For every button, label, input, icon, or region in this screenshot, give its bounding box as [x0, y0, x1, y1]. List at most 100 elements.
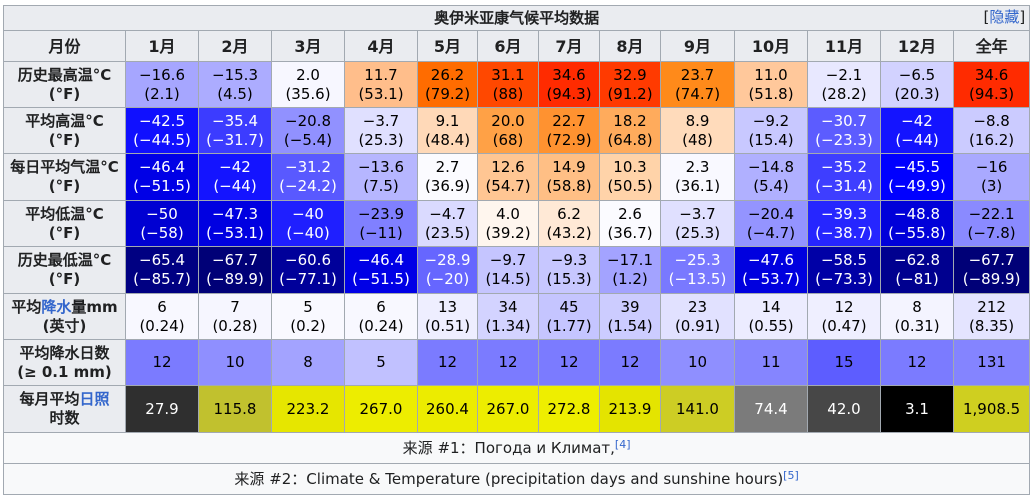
- cell-value-imperial: (0.47): [821, 316, 867, 335]
- cell-value: −16.6: [139, 65, 185, 84]
- data-cell: −9.3 (15.3): [538, 246, 600, 294]
- cell-value: 20.0: [491, 111, 525, 130]
- row-label-link[interactable]: 日照: [79, 390, 110, 408]
- data-cell: −22.1 (−7.8): [952, 200, 1031, 247]
- data-cell: −45.5 (−49.9): [880, 153, 954, 201]
- cell-value: −50: [146, 204, 178, 223]
- cell-value-imperial: (−58): [140, 223, 184, 242]
- cell-value: 8.9: [685, 111, 710, 130]
- cell-value-imperial: (1.34): [485, 316, 531, 335]
- cell-value-imperial: (64.8): [607, 130, 653, 149]
- source-row: 来源 #2：Climate & Temperature (precipitati…: [2, 463, 1031, 495]
- cell-value: −3.7: [679, 204, 716, 223]
- header-month: 4月: [344, 30, 418, 62]
- cell-value: −42: [219, 158, 251, 176]
- data-cell: −67.7 (−89.9): [952, 246, 1031, 294]
- cell-value: 26.2: [430, 65, 465, 84]
- data-cell: 12: [599, 339, 661, 386]
- row-label-unit: (°F): [48, 130, 81, 149]
- data-cell: −47.6 (−53.7): [734, 246, 808, 294]
- cell-value: 11.0: [754, 65, 788, 84]
- row-record-high: 历史最高温°C (°F) −16.6 (2.1) −15.3 (4.5) 2.0 (35.6)…: [3, 61, 1031, 108]
- data-cell: 12: [538, 339, 600, 386]
- cell-value: 267.0: [359, 399, 403, 418]
- data-cell: 8 (0.31): [880, 293, 954, 340]
- cell-value: 74.4: [754, 399, 788, 418]
- cell-value: 45: [559, 297, 579, 316]
- cell-value: −45.5: [894, 158, 940, 176]
- row-label-main: 平均降水日数: [5, 343, 125, 363]
- cell-value: 31.1: [491, 65, 525, 84]
- cell-value: 2.0: [296, 65, 320, 84]
- cell-value-imperial: (−73.3): [815, 270, 873, 288]
- data-cell: −16.6 (2.1): [125, 61, 199, 108]
- row-label-main: 平均低温°C: [25, 204, 104, 223]
- cell-value: 14.9: [552, 158, 586, 176]
- cell-value-imperial: (−51.5): [133, 177, 191, 195]
- data-cell: 213.9: [599, 385, 661, 433]
- cell-value: −23.9: [358, 204, 404, 223]
- data-cell: 45 (1.77): [538, 293, 600, 340]
- cell-value: −17.1: [607, 251, 653, 269]
- data-cell: 15: [807, 339, 881, 386]
- cell-value: 11.7: [364, 65, 398, 84]
- cell-value-imperial: (−38.7): [815, 223, 873, 242]
- cell-value-imperial: (−44): [895, 130, 939, 149]
- row-daily-mean: 每日平均气温°C (°F) −46.4 (−51.5) −42 (−44) −31.2 (−2…: [3, 153, 1031, 201]
- cell-value: −9.3: [550, 251, 588, 269]
- cell-value: 12.6: [491, 158, 525, 176]
- header-month: 5月: [417, 30, 478, 62]
- cell-value: 12: [620, 353, 640, 371]
- row-label: 平均降水量mm (英寸): [3, 293, 126, 340]
- cell-value: 2.6: [618, 204, 642, 223]
- data-cell: −9.7 (14.5): [477, 246, 539, 294]
- cell-value: 27.9: [145, 399, 179, 418]
- cell-value: −9.2: [752, 111, 790, 130]
- climate-table: 奥伊米亚康气候平均数据 [隐藏] 月份 1月 2月 3月 4月 5月 6月 7月 8月 9月 10月…: [2, 5, 1031, 495]
- data-cell: −46.4 (−51.5): [125, 153, 199, 201]
- cell-value: −67.7: [968, 251, 1015, 269]
- row-label-text: 平均: [11, 297, 42, 316]
- cell-value-imperial: (1.2): [612, 270, 648, 288]
- data-cell: 2.0 (35.6): [271, 61, 345, 108]
- header-row: 月份 1月 2月 3月 4月 5月 6月 7月 8月 9月 10月 11月 12月 全年: [3, 30, 1031, 62]
- data-cell: −31.2 (−24.2): [271, 153, 345, 201]
- data-cell: −65.4 (−85.7): [125, 246, 199, 294]
- source-ref-link[interactable]: [4]: [614, 437, 631, 451]
- cell-value: −25.3: [674, 251, 721, 269]
- data-cell: 18.2 (64.8): [599, 107, 661, 154]
- cell-value: 15: [834, 353, 854, 371]
- cell-value: 34.6: [974, 65, 1009, 84]
- hide-link-label[interactable]: 隐藏: [989, 8, 1020, 26]
- cell-value: −47.3: [212, 204, 258, 223]
- data-cell: −50 (−58): [125, 200, 199, 247]
- cell-value-imperial: (91.2): [607, 84, 653, 103]
- source-ref-link[interactable]: [5]: [783, 468, 799, 482]
- cell-value: 12: [559, 353, 579, 371]
- data-cell: 7 (0.28): [198, 293, 272, 340]
- cell-value: −8.8: [973, 111, 1010, 130]
- cell-value: 2.3: [685, 158, 710, 176]
- data-cell: 42.0: [807, 385, 881, 433]
- header-month: 12月: [880, 30, 954, 62]
- cell-value-imperial: (0.24): [358, 316, 404, 335]
- data-cell: 272.8: [538, 385, 600, 433]
- cell-value: 42.0: [827, 399, 861, 418]
- cell-value: 18.2: [613, 111, 647, 130]
- data-cell: 12: [477, 339, 539, 386]
- cell-value: −40: [292, 204, 324, 223]
- cell-value: 141.0: [676, 399, 719, 418]
- data-cell: 26.2 (79.2): [417, 61, 478, 108]
- cell-value-imperial: (−81): [895, 270, 939, 288]
- data-cell: 34 (1.34): [477, 293, 539, 340]
- cell-value: −4.7: [429, 204, 466, 223]
- hide-toggle[interactable]: [隐藏]: [983, 8, 1026, 26]
- data-cell: −20.4 (−4.7): [734, 200, 808, 247]
- header-month: 8月: [599, 30, 661, 62]
- row-label-link[interactable]: 降水: [41, 297, 72, 316]
- row-label-main: 历史最低温°C: [17, 251, 112, 269]
- source-cell: 来源 #2：Climate & Temperature (precipitati…: [2, 463, 1031, 495]
- row-label-text: 平均降水日数: [19, 343, 110, 362]
- data-cell: 260.4: [417, 385, 478, 433]
- row-precip-days: 平均降水日数 (≥ 0.1 mm) 12 10 8 5 12 12 12 12 10 11 15 12 13…: [3, 339, 1031, 386]
